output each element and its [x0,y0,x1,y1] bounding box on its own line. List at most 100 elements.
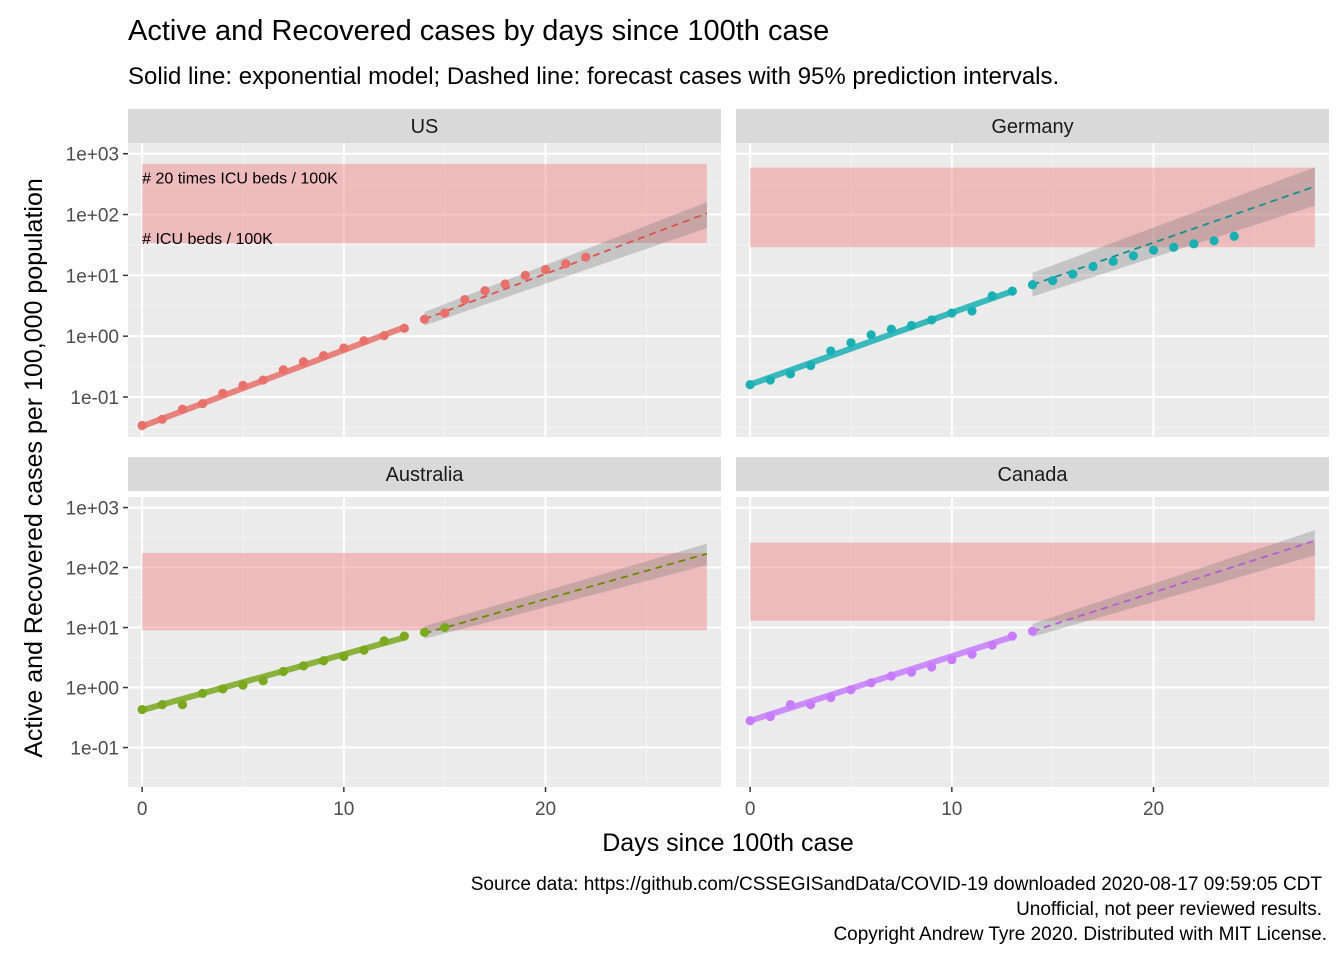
future-point [1027,280,1038,290]
y-tick-label: 1e+03 [66,499,119,520]
forecast-dashed-line [424,552,708,635]
observed-point [198,398,208,409]
observed-point [359,645,369,655]
caption-unofficial: Unofficial, not peer reviewed results. [1016,899,1322,920]
observed-point [846,338,856,348]
future-point [440,622,450,633]
observed-point [379,331,389,341]
data-points [137,252,591,431]
major-gridlines [736,143,1329,437]
major-gridlines [128,497,721,787]
strip-background [736,457,1329,491]
caption-copyright: Copyright Andrew Tyre 2020. Distributed … [833,924,1327,945]
y-tick-label: 1e-01 [70,388,119,409]
observed-point [785,369,796,379]
icu-label-1x: # ICU beds / 100K [142,231,273,248]
y-tick-label: 1e+01 [66,619,119,640]
data-points [745,626,1038,726]
observed-point [177,699,188,710]
x-tick-label: 20 [1143,799,1164,820]
y-axis-title: Active and Recovered cases per 100,000 p… [20,178,48,758]
observed-point [927,662,937,672]
observed-point [177,404,188,414]
future-point [1027,626,1038,636]
icu-capacity-band [142,163,707,244]
chart-subtitle: Solid line: exponential model; Dashed li… [128,63,1059,90]
observed-point [218,684,228,694]
future-point [440,308,450,318]
observed-point [927,315,937,325]
icu-label-20x: # 20 times ICU beds / 100K [142,170,338,187]
future-point [1169,242,1179,252]
observed-point [278,666,288,677]
observed-point [947,308,957,318]
observed-point [906,320,917,331]
observed-point [886,671,896,681]
panel-germany: Germany [736,109,1329,437]
x-axis-title: Days since 100th case [602,829,854,857]
observed-point [137,420,147,431]
prediction-interval-band [1032,530,1315,637]
y-tick-label: 1e+02 [66,559,119,580]
panel-background [736,497,1329,787]
data-points [137,622,450,715]
future-point [419,627,430,638]
panel-background [736,143,1329,437]
observed-point [399,631,409,641]
future-point [1048,275,1058,286]
future-point [520,270,530,280]
observed-point [1007,631,1017,641]
observed-point [359,336,369,346]
minor-gridlines [128,143,721,437]
panel-background [128,143,721,437]
data-points [745,231,1239,390]
prediction-interval-band [424,543,707,639]
observed-point [886,324,896,334]
prediction-interval-band [1032,167,1315,297]
observed-point [765,375,775,385]
observed-point [1007,286,1017,296]
minor-gridlines [736,143,1329,437]
observed-point [906,667,917,677]
observed-point [319,350,329,361]
observed-point [399,323,409,333]
y-tick-label: 1e-01 [70,739,119,760]
y-tick-label: 1e+00 [66,679,119,700]
forecast-dashed-line [1032,539,1316,633]
x-tick-label: 0 [137,799,148,820]
observed-point [379,636,389,646]
observed-point [987,640,997,650]
x-tick-label: 20 [535,799,556,820]
future-point [1209,236,1219,246]
strip-background [128,109,721,143]
x-tick-label: 0 [745,799,756,820]
future-point [561,259,571,269]
exponential-fit-line [747,288,1016,388]
future-point [480,286,490,296]
future-point [1128,251,1138,261]
future-point [1148,245,1159,255]
observed-point [238,680,248,690]
strip-label: US [411,116,439,138]
observed-point [866,678,876,688]
future-point [419,314,430,324]
future-point [540,264,551,275]
observed-point [298,661,309,671]
observed-point [866,330,876,340]
observed-point [238,380,248,391]
future-point [1108,256,1118,266]
future-point [1068,269,1078,279]
observed-point [765,711,775,722]
observed-point [157,414,167,424]
observed-point [785,699,796,710]
observed-point [987,291,997,301]
panel-canada: Canada 0 10 20 [736,457,1329,820]
y-tick-label: 1e+02 [66,206,119,227]
observed-point [319,656,329,666]
y-tick-label: 1e+03 [66,145,119,166]
future-point [1229,231,1239,241]
observed-point [278,365,288,375]
facet-panels: US # 20 times ICU beds / 100K # ICU beds /… [66,109,1329,820]
strip-label: Australia [386,464,465,486]
